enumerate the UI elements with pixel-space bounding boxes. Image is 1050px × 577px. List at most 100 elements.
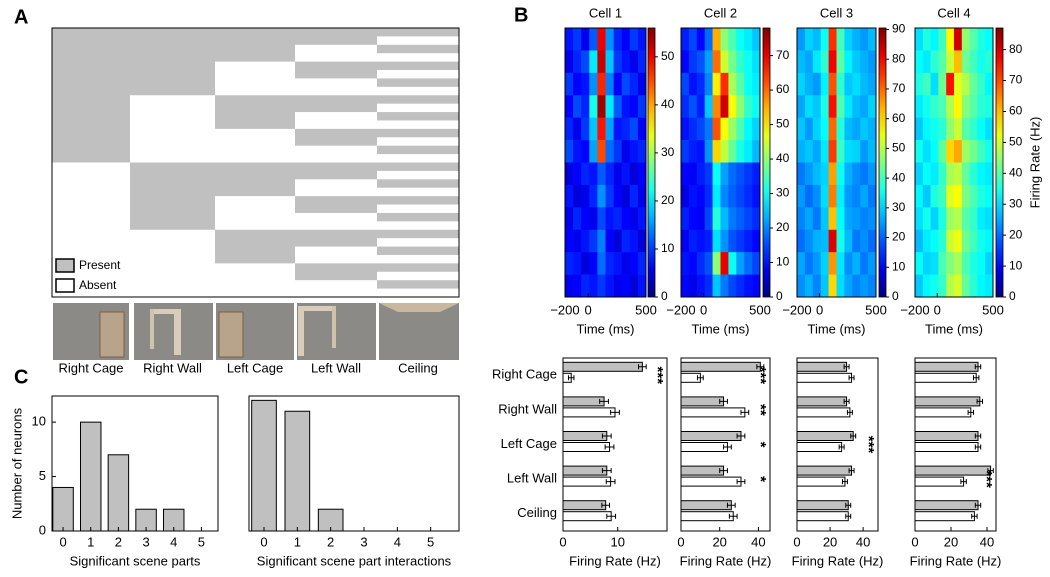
matrix-cell bbox=[295, 238, 377, 247]
colorbar-tick-label: 80 bbox=[892, 51, 906, 65]
heat-cell bbox=[720, 207, 729, 231]
x-axis-label: Firing Rate (Hz) bbox=[680, 553, 772, 568]
heat-cell bbox=[812, 95, 821, 118]
heat-cell bbox=[828, 117, 837, 141]
heat-cell bbox=[688, 50, 698, 74]
heat-cell bbox=[969, 117, 978, 141]
heat-cell bbox=[704, 252, 713, 275]
matrix-cell bbox=[215, 137, 295, 146]
x-tick-label: 1 bbox=[294, 534, 301, 549]
heat-cell bbox=[573, 95, 582, 118]
heat-cell bbox=[704, 117, 713, 141]
heat-cell bbox=[915, 72, 924, 96]
y-axis-label: Number of neurons bbox=[9, 407, 24, 519]
heat-cell bbox=[752, 184, 761, 208]
heat-cell bbox=[985, 95, 994, 118]
matrix-cell bbox=[215, 238, 295, 247]
heat-cell bbox=[812, 229, 821, 253]
heat-cell bbox=[954, 252, 963, 275]
heat-cell bbox=[797, 117, 806, 141]
heat-cell bbox=[605, 140, 614, 163]
x-tick-label: 500 bbox=[865, 302, 887, 317]
heat-cell bbox=[728, 140, 737, 163]
heat-cell bbox=[930, 140, 939, 163]
colorbar-tick-label: 10 bbox=[1009, 258, 1023, 272]
heat-cell bbox=[969, 162, 978, 186]
heat-cell bbox=[720, 229, 729, 253]
bar bbox=[107, 454, 130, 532]
heat-cell bbox=[752, 274, 761, 298]
error-bar bbox=[601, 502, 611, 508]
matrix-cell bbox=[215, 44, 295, 54]
heat-cell bbox=[629, 72, 639, 96]
matrix-cell bbox=[215, 112, 295, 121]
heat-cell bbox=[696, 140, 705, 163]
heat-cell bbox=[930, 207, 939, 231]
matrix-cell bbox=[295, 120, 377, 130]
panel-label: C bbox=[14, 366, 28, 388]
error-bar bbox=[696, 375, 704, 381]
heat-cell bbox=[961, 184, 970, 208]
heat-cell bbox=[589, 140, 598, 163]
bar bbox=[79, 421, 102, 532]
heat-cell bbox=[704, 140, 713, 163]
heat-cell bbox=[961, 140, 970, 163]
heat-cell bbox=[804, 274, 814, 298]
matrix-cell bbox=[215, 170, 295, 180]
axes-frame bbox=[914, 357, 997, 532]
matrix-cell bbox=[215, 154, 295, 163]
heat-cell bbox=[922, 140, 931, 163]
heat-cell bbox=[797, 72, 806, 96]
matrix-cell bbox=[215, 229, 295, 239]
bar bbox=[562, 442, 611, 452]
matrix-cell bbox=[130, 154, 215, 163]
matrix-cell bbox=[215, 271, 295, 281]
matrix-cell bbox=[295, 221, 377, 231]
heat-cell bbox=[597, 72, 606, 96]
heat-cell bbox=[621, 140, 631, 163]
x-tick-label: 10 bbox=[611, 534, 625, 549]
colorbar-tick-label: 10 bbox=[776, 255, 790, 269]
heat-cell bbox=[961, 274, 970, 298]
category-label: Ceiling bbox=[517, 505, 557, 520]
heat-cell bbox=[581, 162, 590, 186]
heat-cell bbox=[954, 117, 963, 141]
heat-cell bbox=[720, 28, 729, 51]
x-tick-label: 0 bbox=[677, 534, 684, 549]
heat-cell bbox=[728, 274, 737, 298]
heat-cell bbox=[621, 229, 631, 253]
matrix-cell bbox=[295, 95, 377, 104]
bar bbox=[680, 396, 725, 407]
heat-cell bbox=[868, 95, 877, 118]
heat-cell bbox=[946, 117, 955, 141]
heat-cell bbox=[915, 162, 924, 186]
matrix-cell bbox=[295, 246, 377, 256]
heat-cell bbox=[836, 162, 845, 186]
error-bar bbox=[971, 513, 978, 519]
matrix-cell bbox=[295, 61, 377, 71]
column-label: Left Cage bbox=[227, 360, 283, 375]
heat-cell bbox=[930, 72, 939, 96]
bar bbox=[562, 431, 608, 441]
heat-cell bbox=[922, 229, 931, 253]
matrix-cell bbox=[377, 95, 459, 104]
heat-cell bbox=[688, 184, 698, 208]
heat-cell bbox=[977, 162, 986, 186]
x-tick-label: 0 bbox=[911, 534, 918, 549]
axes-frame bbox=[562, 357, 668, 532]
heat-cell bbox=[860, 95, 869, 118]
error-bar bbox=[740, 409, 750, 415]
heat-cell bbox=[629, 162, 639, 186]
heat-cell bbox=[860, 229, 869, 253]
significance: *** bbox=[752, 367, 769, 385]
heat-cell bbox=[744, 229, 753, 253]
matrix-cell bbox=[215, 162, 295, 172]
x-axis-label: Firing Rate (Hz) bbox=[569, 553, 661, 568]
heat-cell bbox=[704, 72, 713, 96]
heat-cell bbox=[922, 117, 931, 141]
heat-cell bbox=[605, 28, 614, 51]
x-tick-label: 0 bbox=[559, 534, 566, 549]
matrix-cell bbox=[377, 128, 459, 138]
matrix-cell bbox=[130, 170, 215, 180]
error-bar bbox=[723, 444, 732, 450]
